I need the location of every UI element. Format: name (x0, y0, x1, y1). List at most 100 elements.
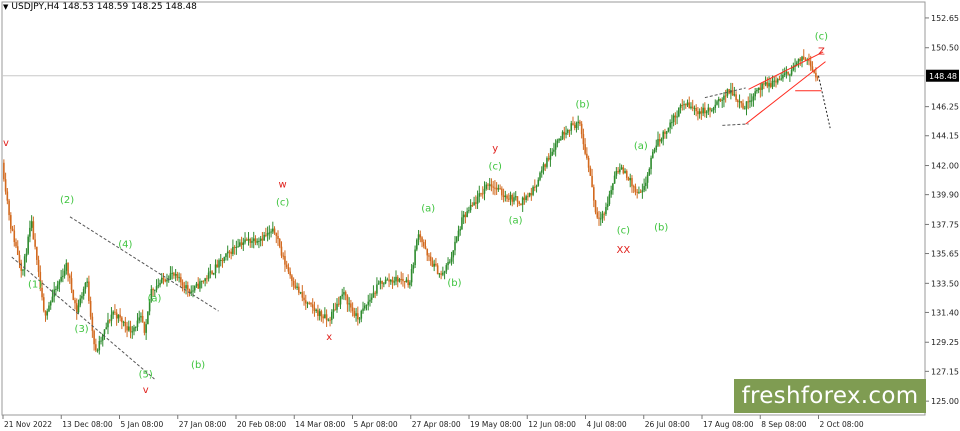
candle-body (185, 285, 187, 289)
candle-body (662, 131, 665, 140)
candle-body (133, 327, 135, 332)
candle-body (565, 132, 567, 135)
candle-body (475, 202, 477, 204)
candle-body (235, 246, 238, 248)
candle-body (108, 320, 111, 322)
candle-body (660, 139, 663, 142)
candle-body (213, 272, 215, 275)
y-tick-label: 127.15 (931, 367, 959, 376)
candle-body (147, 311, 149, 325)
candle-body (318, 311, 321, 316)
candle-body (311, 304, 314, 308)
candle-body (664, 131, 666, 134)
candle-body (575, 123, 578, 129)
candle-body (10, 215, 12, 229)
candle-body (745, 101, 748, 109)
candle-body (702, 107, 704, 114)
candle-body (610, 190, 612, 195)
y-tick-label: 150.50 (931, 44, 959, 53)
candle-body (719, 98, 722, 101)
candle-body (553, 149, 555, 152)
candle-body (341, 294, 344, 297)
candle-body (497, 188, 500, 190)
x-tick-label: 5 Apr 08:00 (354, 420, 398, 429)
candle-body (173, 272, 175, 276)
candle-body (704, 107, 706, 114)
candle-body (454, 241, 456, 251)
candle-body (436, 265, 439, 275)
candle-body (716, 101, 718, 105)
candle-body (698, 111, 701, 115)
candle-body (278, 238, 281, 247)
candle-body (617, 170, 619, 173)
wave-label: x (326, 332, 332, 343)
candle-body (82, 288, 85, 296)
candle-body (298, 286, 300, 293)
candle-body (362, 308, 364, 311)
candle-body (115, 312, 118, 319)
candle-body (280, 246, 283, 256)
candle-body (468, 210, 470, 212)
candle-body (547, 158, 550, 160)
candle-body (483, 188, 486, 194)
candle-body (802, 56, 805, 60)
candle-body (447, 262, 449, 266)
wedge-line (745, 61, 826, 125)
candle-body (6, 191, 9, 201)
candle-body (627, 177, 630, 181)
candle-body (501, 188, 503, 196)
candle-body (265, 234, 267, 236)
candle-body (487, 184, 489, 186)
candle-body (478, 193, 481, 197)
candle-body (287, 267, 290, 272)
candle-body (506, 195, 508, 199)
candle-body (428, 255, 430, 257)
plot-area (1, 1, 926, 416)
forecast-line (818, 75, 831, 129)
candle-body (304, 300, 307, 304)
candle-body (422, 242, 425, 247)
candle-body (605, 206, 607, 215)
candle-body (813, 70, 815, 73)
wave-label: (c) (276, 198, 289, 209)
wave-label: (c) (489, 162, 502, 173)
wave-label: Z (818, 47, 825, 58)
candle-body (534, 186, 536, 188)
candle-body (450, 257, 453, 262)
candle-body (603, 213, 606, 215)
candle-body (738, 101, 741, 103)
candle-body (549, 155, 552, 160)
candle-body (747, 101, 750, 103)
y-tick-label: 146.25 (931, 103, 959, 112)
candle-body (568, 130, 571, 132)
candle-body (785, 71, 788, 74)
wave-label: v (143, 385, 149, 396)
ohlc-label: 148.53 148.59 148.25 148.48 (62, 2, 197, 12)
x-tick-label: 14 Mar 08:00 (295, 420, 345, 429)
candle-body (67, 262, 69, 276)
candle-body (291, 275, 293, 281)
candle-body (23, 256, 26, 270)
candle-body (389, 279, 392, 282)
candle-body (225, 253, 227, 258)
candle-body (16, 246, 19, 255)
candle-body (372, 292, 375, 298)
candle-body (783, 73, 786, 76)
candle-body (91, 316, 94, 331)
candle-body (632, 186, 635, 188)
candle-body (119, 314, 121, 318)
candle-body (121, 317, 123, 323)
candle-body (358, 318, 361, 320)
y-tick-label: 129.25 (931, 338, 959, 347)
symbol-label: USDJPY,H4 (11, 2, 60, 12)
candle-body (393, 281, 396, 283)
candle-body (263, 234, 265, 241)
candle-body (41, 287, 43, 298)
candle-body (214, 264, 217, 273)
candle-body (339, 296, 342, 305)
candle-body (584, 144, 586, 154)
candle-body (301, 292, 304, 298)
candle-body (204, 278, 206, 282)
candle-body (36, 246, 38, 260)
